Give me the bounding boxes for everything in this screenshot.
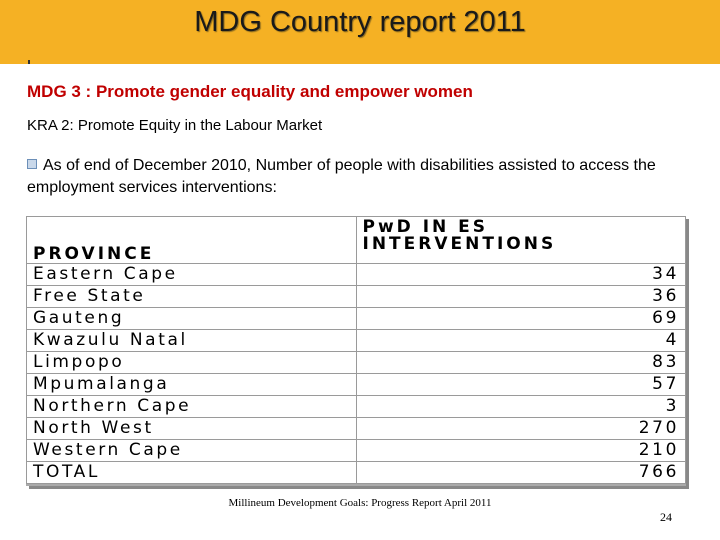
count-cell: 34 (355, 263, 686, 286)
header-row: PROVINCE PwD IN ES INTERVENTIONS (26, 216, 686, 264)
table-frame: PROVINCE PwD IN ES INTERVENTIONS Eastern C… (26, 216, 686, 486)
column-header: PROVINCE (26, 216, 357, 264)
province-cell: TOTAL (26, 461, 357, 484)
province-cell: Kwazulu Natal (26, 329, 357, 352)
table-row: TOTAL 766 (26, 461, 686, 484)
bullet-text: As of end of December 2010, Number of pe… (27, 157, 656, 196)
province-cell: Mpumalanga (26, 373, 357, 396)
province-cell: Eastern Cape (26, 263, 357, 286)
kra: KRA 2: Promote Equity in the Labour Mark… (27, 117, 323, 134)
count-cell: 270 (355, 417, 686, 440)
province-cell: Free State (26, 285, 357, 308)
count-cell: 766 (355, 461, 686, 484)
count-cell: 36 (355, 285, 686, 308)
count-cell: 57 (355, 373, 686, 396)
province-cell: Northern Cape (26, 395, 357, 418)
table-row: North West 270 (26, 417, 686, 440)
count-cell: 83 (355, 351, 686, 374)
province-cell: Limpopo (26, 351, 357, 374)
table-row: Gauteng 69 (26, 307, 686, 330)
count-cell: 3 (355, 395, 686, 418)
title: MDG Country report 2011 (194, 6, 526, 38)
province-cell: North West (26, 417, 357, 440)
table-row: Eastern Cape 34 (26, 263, 686, 286)
count-cell: 4 (355, 329, 686, 352)
table-row: Limpopo 83 (26, 351, 686, 374)
count-cell: 210 (355, 439, 686, 462)
table-row: Kwazulu Natal 4 (26, 329, 686, 352)
bullet-paragraph: As of end of December 2010, Number of pe… (27, 155, 697, 199)
table-row: Western Cape 210 (26, 439, 686, 462)
province-cell: Gauteng (26, 307, 357, 330)
column-header: PwD IN ES INTERVENTIONS (355, 216, 686, 264)
count-cell: 69 (355, 307, 686, 330)
page-number: 24 (660, 510, 672, 524)
province-cell: Western Cape (26, 439, 357, 462)
tick (28, 60, 30, 64)
bullet-icon (27, 159, 37, 169)
table-row: Free State 36 (26, 285, 686, 308)
subtitle: MDG 3 : Promote gender equality and empo… (27, 82, 473, 101)
table-row: Northern Cape 3 (26, 395, 686, 418)
header-bar (0, 0, 720, 64)
footer: Millineum Development Goals: Progress Re… (228, 497, 492, 509)
table: PROVINCE PwD IN ES INTERVENTIONS Eastern C… (26, 216, 686, 484)
table-row: Mpumalanga 57 (26, 373, 686, 396)
